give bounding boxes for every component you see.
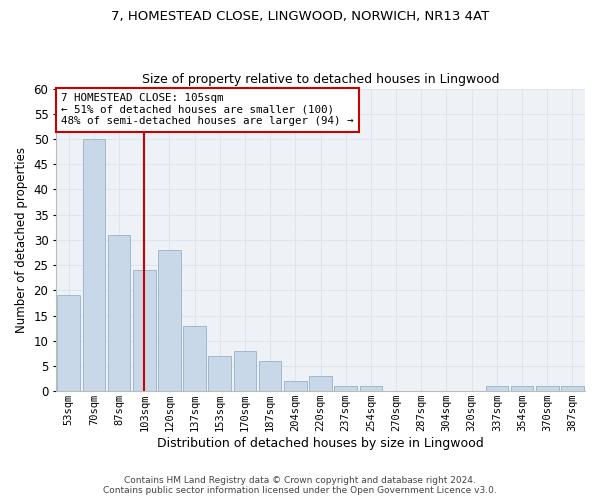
Bar	[485, 386, 508, 391]
Bar	[83, 139, 105, 391]
Text: 7, HOMESTEAD CLOSE, LINGWOOD, NORWICH, NR13 4AT: 7, HOMESTEAD CLOSE, LINGWOOD, NORWICH, N…	[111, 10, 489, 23]
Bar	[58, 296, 80, 391]
Text: 7 HOMESTEAD CLOSE: 105sqm
← 51% of detached houses are smaller (100)
48% of semi: 7 HOMESTEAD CLOSE: 105sqm ← 51% of detac…	[61, 93, 354, 126]
Bar	[359, 386, 382, 391]
Bar	[183, 326, 206, 391]
Bar	[284, 381, 307, 391]
Bar	[334, 386, 357, 391]
Bar	[561, 386, 584, 391]
Bar	[511, 386, 533, 391]
Y-axis label: Number of detached properties: Number of detached properties	[15, 147, 28, 333]
Text: Contains HM Land Registry data © Crown copyright and database right 2024.
Contai: Contains HM Land Registry data © Crown c…	[103, 476, 497, 495]
X-axis label: Distribution of detached houses by size in Lingwood: Distribution of detached houses by size …	[157, 437, 484, 450]
Bar	[309, 376, 332, 391]
Bar	[233, 351, 256, 391]
Bar	[208, 356, 231, 391]
Bar	[108, 235, 130, 391]
Bar	[259, 361, 281, 391]
Bar	[536, 386, 559, 391]
Bar	[158, 250, 181, 391]
Title: Size of property relative to detached houses in Lingwood: Size of property relative to detached ho…	[142, 73, 499, 86]
Bar	[133, 270, 155, 391]
